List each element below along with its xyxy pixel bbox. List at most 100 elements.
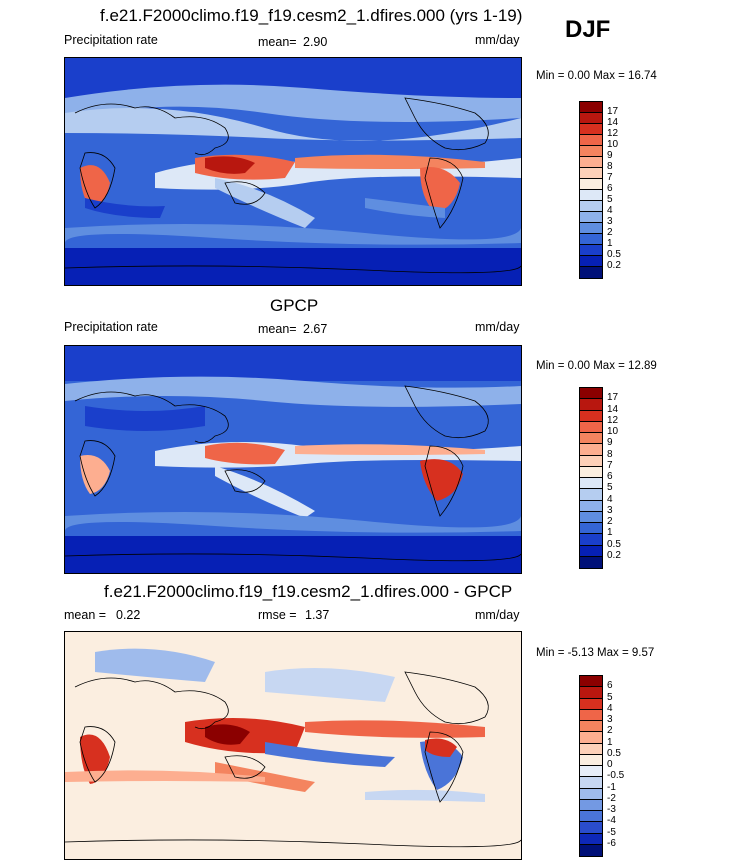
panel1-units: mm/day xyxy=(475,33,520,47)
colorbar-tick-label: 0.2 xyxy=(607,260,621,271)
panel1-title: f.e21.F2000climo.f19_f19.cesm2_1.dfires.… xyxy=(100,6,523,25)
colorbar-segment xyxy=(580,766,602,778)
colorbar-segment xyxy=(580,545,602,557)
colorbar-segment xyxy=(580,444,602,456)
colorbar-segment xyxy=(580,146,602,157)
colorbar-tick-label: 1 xyxy=(607,527,613,539)
colorbar-tick-label: 4 xyxy=(607,702,613,714)
colorbar-segment xyxy=(580,709,602,721)
panel2-mean-label: mean= xyxy=(258,322,297,336)
colorbar-segment xyxy=(580,799,602,811)
colorbar-segment xyxy=(580,478,602,490)
panel2-mean-value: 2.67 xyxy=(303,322,328,336)
colorbar-tick-label: -4 xyxy=(607,815,616,827)
colorbar-segment xyxy=(580,190,602,201)
colorbar-segment xyxy=(580,234,602,245)
colorbar-tick-label: 6 xyxy=(607,183,613,194)
colorbar-tick-label: 1 xyxy=(607,736,613,748)
colorbar-tick-label: -6 xyxy=(607,837,616,849)
colorbar-tick-label: 12 xyxy=(607,128,619,139)
colorbar-segment xyxy=(580,245,602,256)
colorbar-segment xyxy=(580,201,602,212)
colorbar-tick-label: 5 xyxy=(607,691,613,703)
panel3-units: mm/day xyxy=(475,608,520,622)
colorbar-tick-label: 7 xyxy=(607,172,613,183)
colorbar-tick-label: 2 xyxy=(607,227,613,238)
colorbar-segment xyxy=(580,433,602,445)
colorbar-tick-label: 9 xyxy=(607,437,613,449)
colorbar-tick-label: 3 xyxy=(607,504,613,516)
colorbar-tick-label: 4 xyxy=(607,205,613,216)
colorbar-segment xyxy=(580,399,602,411)
panel1-colorbar xyxy=(579,101,603,279)
season-label: DJF xyxy=(565,16,611,43)
colorbar-tick-label: -0.5 xyxy=(607,770,625,782)
colorbar-tick-label: 0.2 xyxy=(607,549,621,561)
colorbar-segment xyxy=(580,844,602,856)
panel1-mean-label: mean= xyxy=(258,35,297,49)
panel2-units: mm/day xyxy=(475,320,520,334)
colorbar-tick-label: 1 xyxy=(607,238,613,249)
colorbar-segment xyxy=(580,698,602,710)
colorbar-tick-label: 0 xyxy=(607,759,613,770)
colorbar-segment xyxy=(580,168,602,179)
panel3-mean-value: 0.22 xyxy=(116,608,141,622)
colorbar-segment xyxy=(580,822,602,834)
colorbar-tick-label: 17 xyxy=(607,392,619,404)
colorbar-segment xyxy=(580,157,602,168)
panel2-minmax: Min = 0.00 Max = 12.89 xyxy=(536,360,657,372)
colorbar-segment xyxy=(580,556,602,568)
colorbar-tick-label: 6 xyxy=(607,680,613,692)
panel1-mean-value: 2.90 xyxy=(303,35,328,49)
colorbar-tick-label: 10 xyxy=(607,139,619,150)
colorbar-tick-label: -1 xyxy=(607,781,616,793)
colorbar-segment xyxy=(580,102,602,113)
colorbar-segment xyxy=(580,788,602,800)
colorbar-segment xyxy=(580,676,602,688)
colorbar-segment xyxy=(580,223,602,234)
colorbar-tick-label: 2 xyxy=(607,516,613,527)
panel3-mean-label: mean = xyxy=(64,608,107,622)
colorbar-tick-label: 5 xyxy=(607,482,613,494)
panel1-map xyxy=(64,57,522,286)
colorbar-tick-label: 17 xyxy=(607,106,619,117)
colorbar-tick-label: 0.5 xyxy=(607,249,621,260)
colorbar-tick-label: 9 xyxy=(607,150,613,161)
colorbar-tick-label: 7 xyxy=(607,459,613,471)
panel2-colorbar xyxy=(579,387,603,569)
colorbar-tick-label: 6 xyxy=(607,471,613,482)
panel2-variable-label: Precipitation rate xyxy=(64,320,158,334)
colorbar-segment xyxy=(580,721,602,733)
panel3-rmse-label: rmse = xyxy=(258,608,297,622)
colorbar-segment xyxy=(580,124,602,135)
colorbar-segment xyxy=(580,113,602,124)
colorbar-segment xyxy=(580,455,602,467)
colorbar-tick-label: 8 xyxy=(607,448,613,460)
colorbar-segment xyxy=(580,511,602,523)
panel3-map xyxy=(64,631,522,860)
colorbar-tick-label: 3 xyxy=(607,216,613,227)
panel1-variable-label: Precipitation rate xyxy=(64,33,158,47)
colorbar-tick-label: 8 xyxy=(607,161,613,172)
colorbar-tick-label: 14 xyxy=(607,403,619,415)
colorbar-segment xyxy=(580,410,602,422)
colorbar-segment xyxy=(580,135,602,146)
colorbar-tick-label: 4 xyxy=(607,493,613,505)
colorbar-segment xyxy=(580,743,602,755)
colorbar-tick-label: 0.5 xyxy=(607,747,621,759)
colorbar-segment xyxy=(580,212,602,223)
colorbar-tick-label: -3 xyxy=(607,804,616,815)
panel3-colorbar xyxy=(579,675,603,857)
colorbar-segment xyxy=(580,466,602,478)
colorbar-segment xyxy=(580,687,602,699)
colorbar-segment xyxy=(580,500,602,512)
colorbar-tick-label: -5 xyxy=(607,826,616,838)
colorbar-tick-label: 2 xyxy=(607,725,613,737)
colorbar-segment xyxy=(580,811,602,823)
panel2-map xyxy=(64,345,522,574)
colorbar-tick-label: 14 xyxy=(607,117,619,128)
colorbar-segment xyxy=(580,179,602,190)
colorbar-segment xyxy=(580,732,602,744)
panel3-minmax: Min = -5.13 Max = 9.57 xyxy=(536,647,655,659)
colorbar-segment xyxy=(580,833,602,845)
